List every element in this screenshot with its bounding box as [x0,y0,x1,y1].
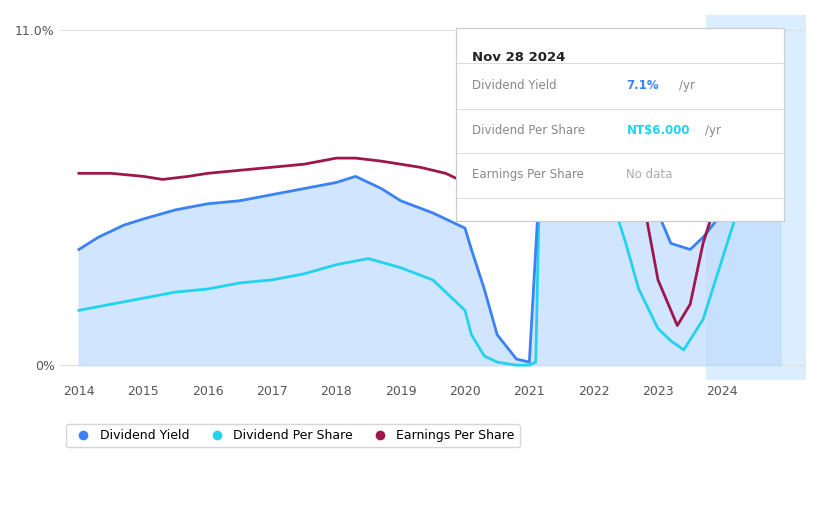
Text: 7.1%: 7.1% [626,79,659,92]
Text: Past: Past [709,43,736,56]
Text: /yr: /yr [705,124,721,137]
Bar [706,15,806,380]
Text: Dividend Per Share: Dividend Per Share [472,124,585,137]
Legend: Dividend Yield, Dividend Per Share, Earnings Per Share: Dividend Yield, Dividend Per Share, Earn… [66,424,520,447]
Text: NT$6.000: NT$6.000 [626,124,690,137]
Text: No data: No data [626,168,672,181]
Text: Dividend Yield: Dividend Yield [472,79,557,92]
Text: /yr: /yr [679,79,695,92]
Text: Earnings Per Share: Earnings Per Share [472,168,584,181]
Text: Nov 28 2024: Nov 28 2024 [472,51,566,64]
